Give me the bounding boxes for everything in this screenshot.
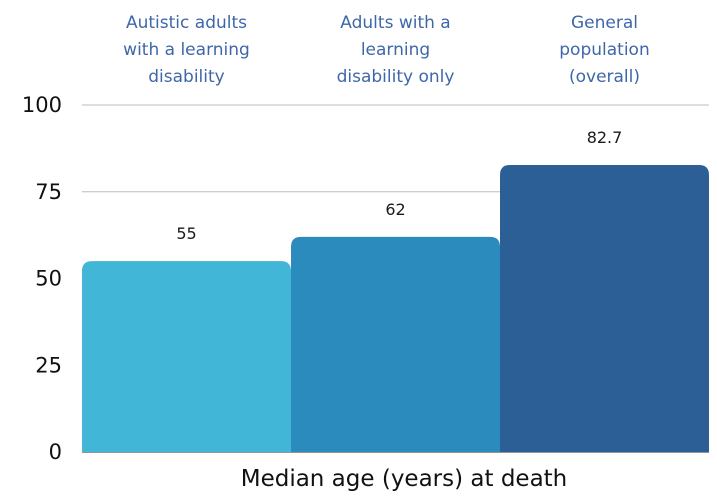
data-labels: 55 62 82.7 <box>176 128 622 243</box>
bar <box>291 236 500 452</box>
category-label: disability <box>148 67 224 87</box>
y-tick-label: 25 <box>35 353 62 377</box>
data-label: 62 <box>385 200 405 219</box>
data-label: 55 <box>176 224 196 243</box>
category-label: with a learning <box>123 40 250 60</box>
category-label: disability only <box>337 67 455 87</box>
y-tick-label: 0 <box>49 440 62 464</box>
category-label: population <box>559 40 649 60</box>
y-tick-label: 75 <box>35 180 62 204</box>
category-label: Adults with a <box>340 13 450 33</box>
category-label: Autistic adults <box>126 13 247 33</box>
category-labels: Autistic adults with a learning disability… <box>123 13 650 87</box>
y-tick-label: 100 <box>22 93 62 117</box>
category-label: (overall) <box>569 67 640 87</box>
bar <box>500 165 709 452</box>
y-tick-label: 50 <box>35 267 62 291</box>
x-axis-title: Median age (years) at death <box>241 466 568 492</box>
data-label: 82.7 <box>587 128 623 147</box>
category-label: learning <box>361 40 430 60</box>
bar <box>82 261 291 452</box>
y-tick-labels: 0 25 50 75 100 <box>22 93 62 464</box>
category-label: General <box>571 13 638 33</box>
bars <box>82 165 709 452</box>
